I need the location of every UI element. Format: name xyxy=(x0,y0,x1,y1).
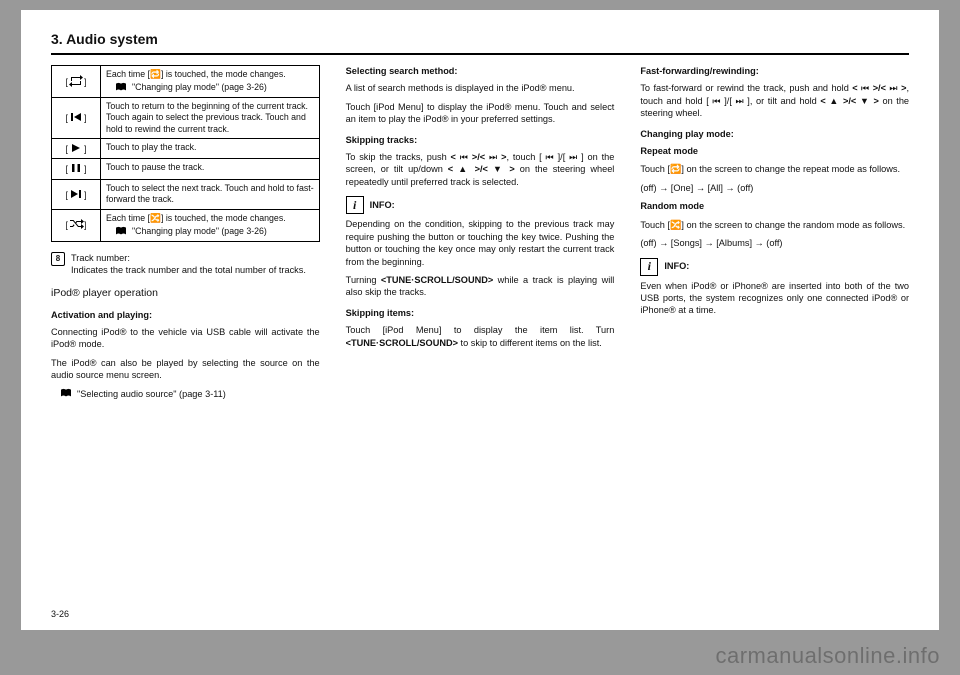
body-text: (off) → [Songs] → [Albums] → (off) xyxy=(640,237,909,249)
ref-text: "Changing play mode" (page 3-26) xyxy=(132,226,267,237)
ref-text: "Changing play mode" (page 3-26) xyxy=(132,82,267,93)
row-desc: Touch to return to the beginning of the … xyxy=(106,101,308,134)
content-columns: [] Each time [🔁] is touched, the mode cha… xyxy=(51,65,909,400)
para-heading: Activation and playing: xyxy=(51,309,320,321)
repeat-icon xyxy=(68,75,84,87)
icon-cell: [] xyxy=(52,97,101,138)
cross-reference: "Changing play mode" (page 3-26) xyxy=(114,82,314,93)
watermark: carmanualsonline.info xyxy=(715,643,940,669)
column-2: Selecting search method: A list of searc… xyxy=(346,65,615,400)
icon-cell: [] xyxy=(52,159,101,179)
desc-cell: Each time [🔁] is touched, the mode chang… xyxy=(101,65,320,97)
row-desc: Touch to select the next track. Touch an… xyxy=(106,183,314,204)
table-row: []Touch to return to the beginning of th… xyxy=(52,97,320,138)
body-text: To fast-forward or rewind the track, pus… xyxy=(640,82,909,119)
icon-cell: [] xyxy=(52,65,101,97)
body-text: A list of search methods is displayed in… xyxy=(346,82,615,94)
prev-icon xyxy=(68,111,84,123)
body-text: The iPod® can also be played by selectin… xyxy=(51,357,320,382)
body-text: Turning <TUNE·SCROLL/SOUND> while a trac… xyxy=(346,274,615,299)
controls-table: [] Each time [🔁] is touched, the mode cha… xyxy=(51,65,320,242)
table-row: [] Touch to pause the track. xyxy=(52,159,320,179)
body-text: Touch [🔀] on the screen to change the ra… xyxy=(640,219,909,231)
play-icon xyxy=(68,142,84,154)
table-row: []Touch to select the next track. Touch … xyxy=(52,179,320,209)
table-row: [] Each time [🔁] is touched, the mode cha… xyxy=(52,65,320,97)
page-number: 3-26 xyxy=(51,608,69,620)
desc-cell: Touch to pause the track. xyxy=(101,159,320,179)
desc-cell: Touch to select the next track. Touch an… xyxy=(101,179,320,209)
para-heading: Skipping items: xyxy=(346,307,615,319)
para-heading: Fast-forwarding/rewinding: xyxy=(640,65,909,77)
item-desc: Indicates the track number and the total… xyxy=(71,265,306,275)
body-text: To skip the tracks, push < ⏮ >/< ⏭ >, to… xyxy=(346,151,615,188)
controls-table-body: [] Each time [🔁] is touched, the mode cha… xyxy=(52,65,320,241)
para-heading: Skipping tracks: xyxy=(346,134,615,146)
section-title-text: Audio system xyxy=(66,31,158,47)
book-icon xyxy=(114,226,128,236)
icon-cell: [] xyxy=(52,139,101,159)
body-text: Repeat mode xyxy=(640,145,909,157)
row-desc: Each time [🔀] is touched, the mode chang… xyxy=(106,213,286,223)
body-text: Connecting iPod® to the vehicle via USB … xyxy=(51,326,320,351)
header-rule xyxy=(51,53,909,55)
next-icon xyxy=(68,188,84,200)
book-icon xyxy=(59,388,73,398)
info-callout: i INFO: xyxy=(640,258,909,276)
info-label: INFO: xyxy=(370,199,395,211)
info-icon: i xyxy=(640,258,658,276)
table-row: [] Each time [🔀] is touched, the mode cha… xyxy=(52,209,320,241)
body-text: Touch [iPod Menu] to display the iPod® m… xyxy=(346,101,615,126)
table-row: [] Touch to play the track. xyxy=(52,139,320,159)
book-icon xyxy=(114,82,128,92)
icon-cell: [] xyxy=(52,209,101,241)
numbered-item-8: 8 Track number: Indicates the track numb… xyxy=(51,252,320,277)
row-desc: Touch to play the track. xyxy=(106,142,196,152)
row-desc: Touch to pause the track. xyxy=(106,162,204,172)
body-text: Even when iPod® or iPhone® are inserted … xyxy=(640,280,909,317)
cross-reference: "Selecting audio source" (page 3-11) xyxy=(59,388,320,400)
body-text: (off) → [One] → [All] → (off) xyxy=(640,182,909,194)
row-desc: Each time [🔁] is touched, the mode chang… xyxy=(106,69,286,79)
para-heading: Selecting search method: xyxy=(346,65,615,77)
cross-reference: "Changing play mode" (page 3-26) xyxy=(114,226,314,237)
info-callout: i INFO: xyxy=(346,196,615,214)
info-icon: i xyxy=(346,196,364,214)
para-heading: Changing play mode: xyxy=(640,128,909,140)
item-number: 8 xyxy=(51,252,65,266)
body-text: Depending on the condition, skipping to … xyxy=(346,218,615,268)
item-text: Track number: Indicates the track number… xyxy=(71,252,306,277)
shuffle-icon xyxy=(68,218,84,230)
body-text: Random mode xyxy=(640,200,909,212)
pause-icon xyxy=(68,162,84,174)
desc-cell: Each time [🔀] is touched, the mode chang… xyxy=(101,209,320,241)
manual-page: 3. Audio system [] Each time [🔁] is touch… xyxy=(21,10,939,630)
desc-cell: Touch to return to the beginning of the … xyxy=(101,97,320,138)
icon-cell: [] xyxy=(52,179,101,209)
column-1: [] Each time [🔁] is touched, the mode cha… xyxy=(51,65,320,400)
section-number: 3. xyxy=(51,31,63,47)
ref-text: "Selecting audio source" (page 3-11) xyxy=(77,388,226,400)
column-3: Fast-forwarding/rewinding: To fast-forwa… xyxy=(640,65,909,400)
subsection-heading: iPod® player operation xyxy=(51,286,320,300)
body-text: Touch [🔁] on the screen to change the re… xyxy=(640,163,909,175)
body-text: Touch [iPod Menu] to display the item li… xyxy=(346,324,615,349)
info-label: INFO: xyxy=(664,260,689,272)
item-label: Track number: xyxy=(71,253,130,263)
section-header: 3. Audio system xyxy=(51,30,909,49)
desc-cell: Touch to play the track. xyxy=(101,139,320,159)
